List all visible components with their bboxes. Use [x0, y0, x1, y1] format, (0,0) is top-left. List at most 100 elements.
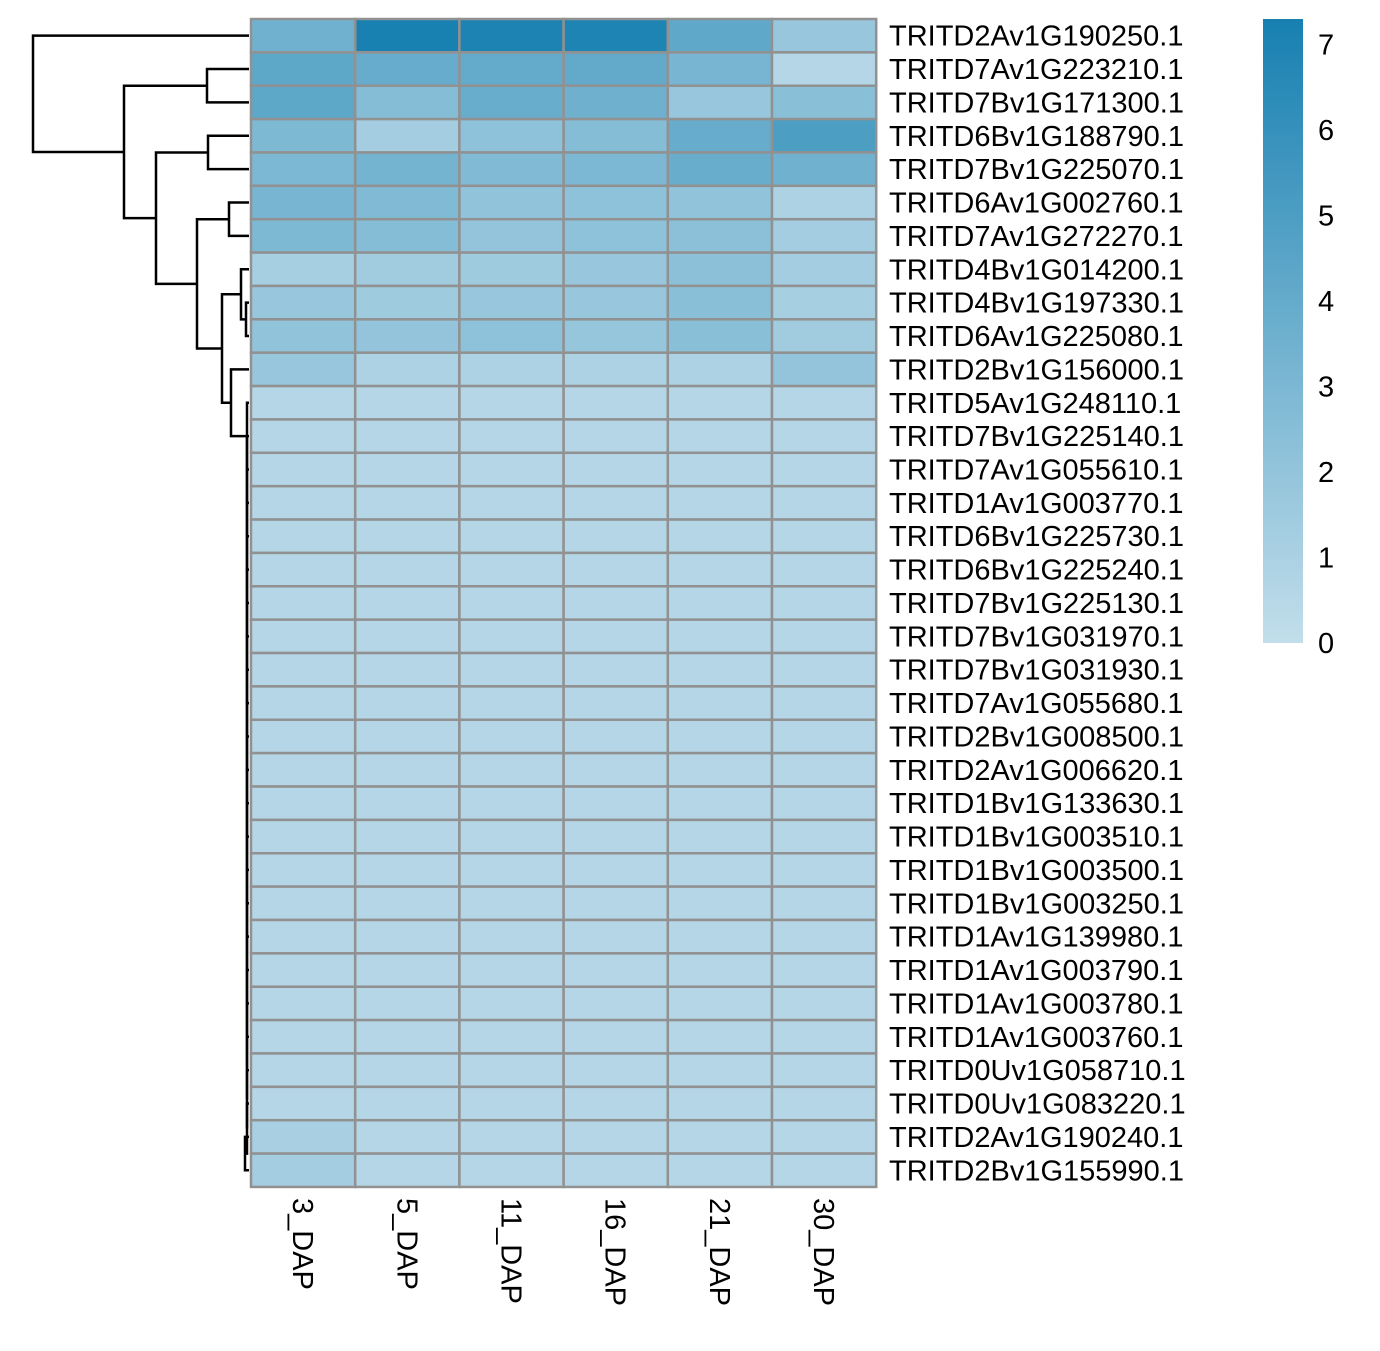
heatmap-cell	[249, 952, 357, 988]
row-labels: TRITD2Av1G190250.1TRITD7Av1G223210.1TRIT…	[889, 21, 1186, 1188]
dendrogram-branch	[206, 134, 249, 171]
row-label: TRITD7Bv1G171300.1	[889, 87, 1184, 119]
heatmap-cell	[353, 751, 461, 788]
legend-tick-label: 1	[1318, 543, 1334, 575]
heatmap-cell	[770, 284, 878, 321]
heatmap-cell	[458, 217, 565, 254]
heatmap-cell	[562, 384, 670, 421]
color-legend: 0 1 2 3 4 5 6 7	[1263, 19, 1334, 660]
heatmap-cell	[562, 685, 670, 722]
heatmap-cell	[249, 1152, 357, 1189]
heatmap-cell	[562, 1018, 670, 1055]
heatmap-cell	[458, 651, 565, 688]
heatmap-cell	[353, 785, 461, 822]
heatmap-cell	[249, 618, 357, 655]
row-label: TRITD0Uv1G058710.1	[889, 1055, 1186, 1087]
heatmap-cell	[249, 318, 357, 354]
heatmap-cell	[353, 718, 461, 755]
dendrogram-branch	[31, 34, 249, 154]
heatmap-cell	[562, 985, 670, 1022]
heatmap-cell	[249, 551, 357, 588]
heatmap-cell	[458, 952, 565, 988]
heatmap-cell	[666, 818, 774, 855]
row-label: TRITD7Bv1G031970.1	[889, 621, 1184, 653]
heatmap-cell	[770, 651, 878, 688]
heatmap-cell	[353, 685, 461, 722]
heatmap-cell	[770, 117, 878, 154]
row-label: TRITD1Av1G003780.1	[889, 988, 1183, 1020]
heatmap-cell	[249, 985, 357, 1022]
heatmap-cell	[458, 785, 565, 822]
heatmap-cell	[770, 785, 878, 822]
heatmap-cell	[562, 952, 670, 988]
dendrogram-branch	[244, 301, 249, 338]
heatmap-cell	[353, 151, 461, 188]
heatmap-cell	[249, 1118, 357, 1155]
heatmap-cell	[770, 818, 878, 855]
heatmap-cell	[666, 1052, 774, 1089]
heatmap-cell	[458, 518, 565, 555]
heatmap-cell	[353, 1118, 461, 1155]
heatmap-cell	[353, 284, 461, 321]
heatmap-cell	[562, 518, 670, 555]
heatmap-cell	[353, 952, 461, 988]
column-label: 11_DAP	[495, 1198, 527, 1304]
heatmap-cell	[562, 418, 670, 455]
heatmap-cell	[770, 251, 878, 288]
heatmap-cell	[562, 551, 670, 588]
legend-tick-label: 5	[1318, 201, 1334, 233]
row-label: TRITD7Av1G223210.1	[889, 54, 1183, 86]
heatmap-cell	[249, 852, 357, 888]
dendrogram-branch	[195, 217, 229, 350]
heatmap-cell	[458, 818, 565, 855]
heatmap-cell	[249, 184, 357, 221]
heatmap-cell	[458, 251, 565, 288]
heatmap-cell	[770, 985, 878, 1022]
heatmap-cell	[353, 51, 461, 87]
heatmap-cell	[666, 785, 774, 822]
heatmap-cell	[770, 885, 878, 922]
heatmap-cell	[249, 418, 357, 455]
row-label: TRITD2Bv1G008500.1	[889, 721, 1184, 753]
heatmap-cell	[353, 351, 461, 388]
heatmap-cell	[666, 251, 774, 288]
heatmap-cell	[458, 551, 565, 588]
heatmap-cell	[562, 751, 670, 788]
heatmap-cell	[666, 51, 774, 87]
legend-color-bar	[1263, 19, 1303, 643]
legend-tick-label: 2	[1318, 457, 1334, 489]
heatmap-cell	[458, 852, 565, 888]
heatmap-cell	[249, 885, 357, 922]
heatmap-cell	[770, 1118, 878, 1155]
row-label: TRITD7Av1G055610.1	[889, 454, 1183, 486]
heatmap-cell	[458, 117, 565, 154]
heatmap-cell	[666, 685, 774, 722]
dendrogram-branch	[205, 67, 249, 104]
heatmap-cell	[562, 618, 670, 655]
row-label: TRITD4Bv1G197330.1	[889, 288, 1184, 320]
heatmap-cell	[458, 318, 565, 354]
legend-tick-label: 7	[1318, 30, 1334, 62]
heatmap-cell	[666, 284, 774, 321]
heatmap-cell	[353, 885, 461, 922]
legend-tick-label: 3	[1318, 372, 1334, 404]
heatmap-cell	[562, 151, 670, 188]
heatmap-cell	[353, 217, 461, 254]
row-label: TRITD4Bv1G014200.1	[889, 254, 1184, 286]
heatmap-cell	[249, 685, 357, 722]
heatmap-cell	[458, 418, 565, 455]
heatmap-cell	[249, 1085, 357, 1122]
heatmap-cell	[458, 751, 565, 788]
heatmap-cell	[353, 117, 461, 154]
row-label: TRITD6Av1G225080.1	[889, 321, 1183, 353]
heatmap-cell	[458, 685, 565, 722]
heatmap-cell	[562, 451, 670, 488]
heatmap-cell	[770, 451, 878, 488]
row-label: TRITD1Av1G003770.1	[889, 488, 1183, 520]
heatmap-cell	[666, 418, 774, 455]
heatmap-cell	[770, 318, 878, 354]
heatmap-cells	[249, 17, 878, 1189]
heatmap-cell	[666, 551, 774, 588]
heatmap-cell	[666, 318, 774, 354]
